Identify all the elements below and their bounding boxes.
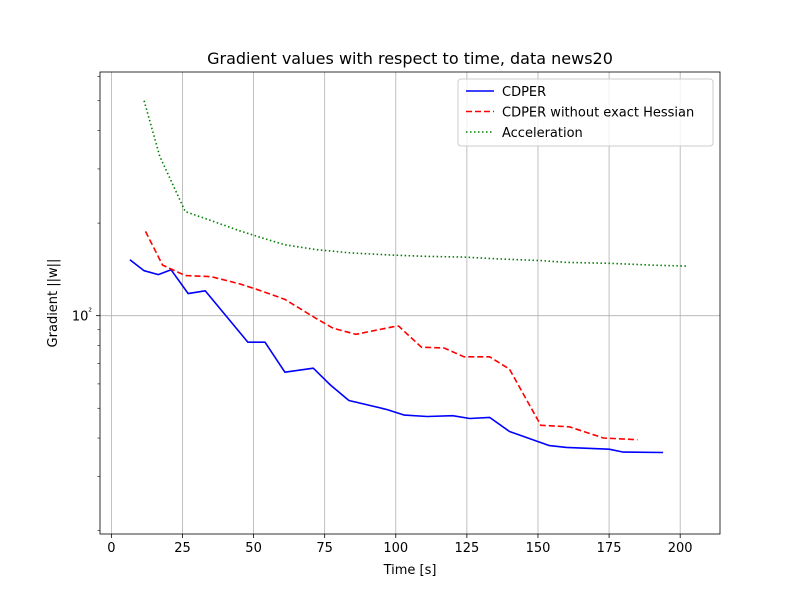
x-tick-label: 125 — [454, 541, 479, 556]
y-axis-ticks: 10² — [72, 76, 100, 531]
y-axis-label: Gradient ||w|| — [46, 259, 61, 348]
legend-label: CDPER — [502, 85, 546, 100]
x-tick-label: 50 — [245, 541, 262, 556]
y-tick-label: 10² — [72, 308, 93, 325]
chart-title: Gradient values with respect to time, da… — [207, 49, 613, 68]
x-axis-label: Time [s] — [383, 563, 437, 578]
plot-area — [100, 72, 720, 534]
series-line — [129, 259, 664, 454]
gridlines — [100, 72, 720, 534]
legend-box — [457, 78, 714, 147]
legend: CDPER CDPER without exact Hessian Accelera… — [457, 78, 714, 147]
x-tick-label: 200 — [668, 541, 693, 556]
x-tick-label: 25 — [174, 541, 191, 556]
x-axis-ticks: 0 25 50 75 100 125 150 175 200 — [107, 534, 693, 556]
series-lines — [129, 100, 686, 454]
x-tick-label: 0 — [107, 541, 115, 556]
plot-frame — [99, 71, 721, 535]
x-tick-label: 100 — [383, 541, 408, 556]
x-tick-label: 150 — [526, 541, 551, 556]
series-line — [144, 231, 638, 441]
legend-label: CDPER without exact Hessian — [502, 106, 694, 121]
series-line — [143, 100, 686, 267]
legend-label: Acceleration — [502, 126, 583, 141]
x-tick-label: 75 — [316, 541, 333, 556]
x-tick-label: 175 — [597, 541, 622, 556]
